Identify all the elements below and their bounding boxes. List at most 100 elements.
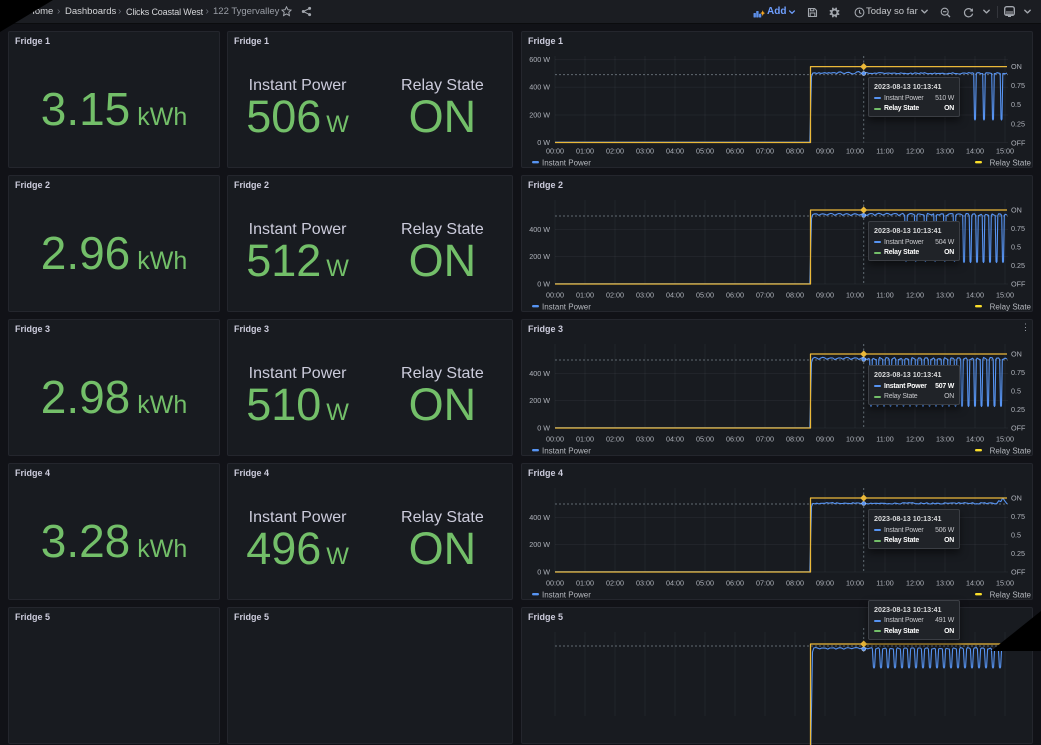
- svg-text:0.25: 0.25: [1011, 261, 1025, 270]
- svg-text:14:00: 14:00: [966, 578, 984, 587]
- svg-text:Relay State: Relay State: [990, 590, 1032, 599]
- svg-text:00:00: 00:00: [546, 146, 564, 155]
- svg-text:15:00: 15:00: [996, 578, 1014, 587]
- svg-text:0.5: 0.5: [1011, 386, 1021, 395]
- svg-text:ON: ON: [1011, 205, 1022, 214]
- svg-text:07:00: 07:00: [756, 434, 774, 443]
- svg-text:09:00: 09:00: [816, 434, 834, 443]
- svg-text:02:00: 02:00: [606, 290, 624, 299]
- svg-text:03:00: 03:00: [636, 578, 654, 587]
- svg-text:OFF: OFF: [1011, 279, 1026, 288]
- svg-text:03:00: 03:00: [636, 146, 654, 155]
- svg-text:08:00: 08:00: [786, 146, 804, 155]
- svg-text:15:00: 15:00: [996, 434, 1014, 443]
- svg-text:200 W: 200 W: [529, 110, 550, 119]
- svg-text:09:00: 09:00: [816, 290, 834, 299]
- svg-text:03:00: 03:00: [636, 290, 654, 299]
- svg-text:08:00: 08:00: [786, 578, 804, 587]
- svg-text:ON: ON: [1011, 493, 1022, 502]
- svg-text:06:00: 06:00: [726, 290, 744, 299]
- svg-text:02:00: 02:00: [606, 434, 624, 443]
- svg-text:12:00: 12:00: [906, 434, 924, 443]
- svg-text:0.75: 0.75: [1011, 224, 1025, 233]
- svg-text:10:00: 10:00: [846, 290, 864, 299]
- svg-text:0.25: 0.25: [1011, 405, 1025, 414]
- svg-text:400 W: 400 W: [529, 369, 550, 378]
- svg-text:04:00: 04:00: [666, 434, 684, 443]
- svg-text:12:00: 12:00: [906, 578, 924, 587]
- svg-text:12:00: 12:00: [906, 290, 924, 299]
- svg-text:02:00: 02:00: [606, 578, 624, 587]
- svg-text:15:00: 15:00: [996, 290, 1014, 299]
- svg-text:0.5: 0.5: [1011, 100, 1021, 109]
- svg-text:00:00: 00:00: [546, 290, 564, 299]
- svg-text:06:00: 06:00: [726, 434, 744, 443]
- svg-text:14:00: 14:00: [966, 146, 984, 155]
- svg-text:0.75: 0.75: [1011, 368, 1025, 377]
- svg-text:05:00: 05:00: [696, 434, 714, 443]
- svg-text:09:00: 09:00: [816, 146, 834, 155]
- svg-text:OFF: OFF: [1011, 567, 1026, 576]
- svg-text:Instant Power: Instant Power: [542, 158, 591, 167]
- svg-text:11:00: 11:00: [876, 434, 893, 443]
- svg-text:0.5: 0.5: [1011, 530, 1021, 539]
- svg-text:Relay State: Relay State: [990, 446, 1032, 455]
- svg-text:11:00: 11:00: [876, 146, 893, 155]
- svg-text:05:00: 05:00: [696, 578, 714, 587]
- svg-text:0.5: 0.5: [1011, 242, 1021, 251]
- svg-text:08:00: 08:00: [786, 290, 804, 299]
- svg-text:0 W: 0 W: [537, 279, 550, 288]
- svg-text:Instant Power: Instant Power: [542, 590, 591, 599]
- svg-text:600 W: 600 W: [529, 55, 550, 64]
- svg-text:08:00: 08:00: [786, 434, 804, 443]
- svg-text:01:00: 01:00: [576, 146, 594, 155]
- svg-text:400 W: 400 W: [529, 83, 550, 92]
- svg-text:0 W: 0 W: [537, 423, 550, 432]
- svg-text:14:00: 14:00: [966, 434, 984, 443]
- svg-text:13:00: 13:00: [936, 578, 954, 587]
- svg-text:200 W: 200 W: [529, 396, 550, 405]
- svg-text:0 W: 0 W: [537, 567, 550, 576]
- svg-text:15:00: 15:00: [996, 146, 1014, 155]
- svg-text:05:00: 05:00: [696, 290, 714, 299]
- svg-text:02:00: 02:00: [606, 146, 624, 155]
- svg-text:13:00: 13:00: [936, 434, 954, 443]
- svg-text:10:00: 10:00: [846, 434, 864, 443]
- svg-text:03:00: 03:00: [636, 434, 654, 443]
- svg-text:0.25: 0.25: [1011, 549, 1025, 558]
- svg-text:ON: ON: [1011, 62, 1022, 71]
- svg-text:11:00: 11:00: [876, 290, 893, 299]
- svg-text:04:00: 04:00: [666, 578, 684, 587]
- svg-text:Relay State: Relay State: [990, 158, 1032, 167]
- svg-text:Relay State: Relay State: [990, 302, 1032, 311]
- svg-text:200 W: 200 W: [529, 540, 550, 549]
- svg-text:400 W: 400 W: [529, 513, 550, 522]
- svg-text:06:00: 06:00: [726, 578, 744, 587]
- svg-text:01:00: 01:00: [576, 434, 594, 443]
- svg-text:00:00: 00:00: [546, 578, 564, 587]
- svg-text:13:00: 13:00: [936, 146, 954, 155]
- svg-text:ON: ON: [1011, 349, 1022, 358]
- svg-text:14:00: 14:00: [966, 290, 984, 299]
- svg-text:07:00: 07:00: [756, 290, 774, 299]
- svg-text:05:00: 05:00: [696, 146, 714, 155]
- svg-text:01:00: 01:00: [576, 290, 594, 299]
- svg-text:Instant Power: Instant Power: [542, 446, 591, 455]
- svg-text:07:00: 07:00: [756, 146, 774, 155]
- svg-text:13:00: 13:00: [936, 290, 954, 299]
- svg-text:0.25: 0.25: [1011, 119, 1025, 128]
- svg-text:0.75: 0.75: [1011, 512, 1025, 521]
- svg-text:Instant Power: Instant Power: [542, 302, 591, 311]
- svg-text:400 W: 400 W: [529, 225, 550, 234]
- svg-text:12:00: 12:00: [906, 146, 924, 155]
- svg-text:01:00: 01:00: [576, 578, 594, 587]
- svg-text:10:00: 10:00: [846, 578, 864, 587]
- svg-text:0.75: 0.75: [1011, 81, 1025, 90]
- svg-text:06:00: 06:00: [726, 146, 744, 155]
- svg-text:04:00: 04:00: [666, 146, 684, 155]
- svg-text:OFF: OFF: [1011, 423, 1026, 432]
- svg-text:09:00: 09:00: [816, 578, 834, 587]
- svg-text:07:00: 07:00: [756, 578, 774, 587]
- svg-text:10:00: 10:00: [846, 146, 864, 155]
- svg-text:200 W: 200 W: [529, 252, 550, 261]
